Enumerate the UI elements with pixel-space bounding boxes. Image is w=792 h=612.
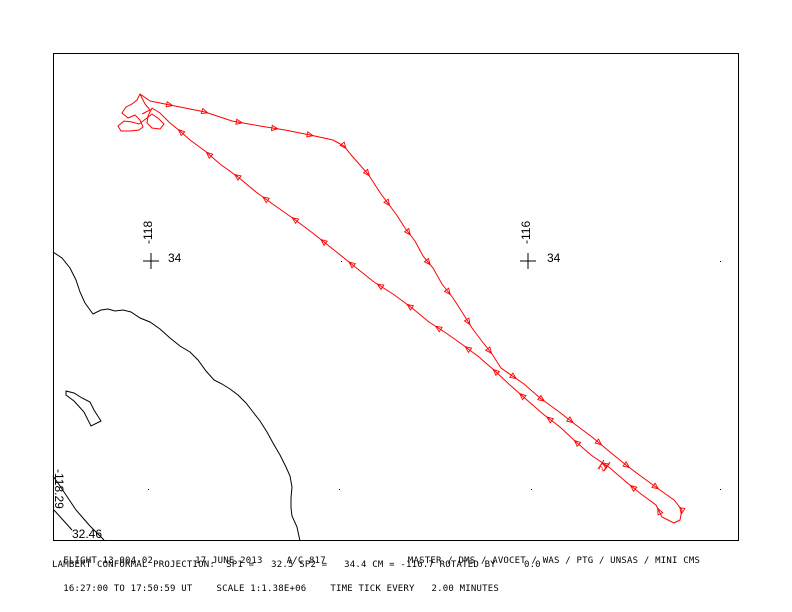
direction-arrow (509, 372, 518, 380)
time-tick-interval: TIME TICK EVERY 2.00 MINUTES (330, 584, 499, 594)
direction-arrow (464, 346, 473, 354)
direction-arrow (518, 392, 527, 401)
corner-lon-label: -118.29 (52, 469, 66, 509)
direction-arrow (383, 198, 391, 207)
direction-arrow (492, 368, 501, 377)
direction-arrows: 21 (165, 101, 686, 516)
island-south (52, 475, 105, 541)
direction-arrow (651, 482, 660, 490)
direction-arrow (601, 462, 610, 470)
direction-arrow (657, 507, 664, 516)
direction-arrow (233, 173, 242, 182)
direction-arrow (319, 238, 328, 247)
direction-arrow (679, 507, 686, 516)
island (65, 390, 102, 427)
grid-lat-label-east: 34 (547, 251, 561, 265)
direction-arrow (165, 101, 174, 108)
grid-dots (148, 261, 721, 490)
footer-line-3: 16:27:00 TO 17:50:59 UT SCALE 1:1.38E+06 T… (52, 574, 499, 594)
grid-lon-label-east: -116 (519, 221, 533, 244)
grid-mark-west: 34 -118 (141, 221, 182, 269)
direction-arrow (463, 317, 471, 326)
corner-lat-label: 32.46 (72, 527, 102, 541)
direction-arrow (205, 151, 214, 159)
direction-arrow (376, 283, 385, 291)
direction-arrow (629, 484, 638, 493)
grid-lon-label-west: -118 (141, 221, 155, 244)
flight-id: FLIGHT 13-004-02 (63, 556, 154, 566)
aircraft-id: A/C 817 (286, 556, 326, 566)
footer-line-2: LAMBERT CONFORMAL PROJECTION: SP1 = 32.5… (52, 560, 541, 570)
return-track (151, 107, 675, 524)
direction-arrow (291, 217, 300, 225)
map-frame (53, 53, 739, 541)
direction-arrow (573, 439, 582, 448)
grid-mark-east: 34 -116 (519, 221, 561, 269)
direction-arrow (434, 325, 443, 333)
coastline (52, 251, 301, 542)
direction-arrow (177, 128, 186, 137)
instrument-list: MASTER / DMS / AVOCET / WAS / PTG / UNSA… (407, 556, 701, 566)
flight-date: 17 JUNE 2013 (195, 556, 263, 566)
direction-arrow (339, 141, 347, 150)
outbound-track (149, 100, 683, 524)
corner-tick (53, 509, 73, 531)
flight-track (117, 93, 683, 524)
start-loops (117, 93, 165, 132)
direction-arrow (362, 168, 371, 177)
direction-arrow (594, 438, 603, 446)
direction-arrow (261, 196, 270, 204)
direction-arrow (546, 416, 555, 424)
grid-lat-label-west: 34 (168, 251, 182, 265)
direction-arrow (270, 124, 279, 132)
map-scale: SCALE 1:1.38E+06 (216, 584, 307, 594)
direction-arrow (443, 287, 451, 296)
time-range: 16:27:00 TO 17:50:59 UT (63, 584, 193, 594)
direction-arrow (537, 394, 546, 402)
direction-arrow (484, 346, 493, 355)
direction-arrow (565, 416, 574, 424)
direction-arrow (235, 118, 244, 125)
direction-arrow (306, 131, 315, 138)
direction-arrow (423, 257, 431, 266)
track-annotation: 21 (597, 460, 610, 473)
direction-arrow (406, 303, 415, 311)
footer-line-1: FLIGHT 13-004-02 17 JUNE 2013 A/C 817 MASTE… (52, 546, 700, 566)
direction-arrow (622, 461, 631, 469)
direction-arrow (348, 261, 357, 269)
direction-arrow (403, 227, 412, 236)
direction-arrow (200, 107, 209, 115)
